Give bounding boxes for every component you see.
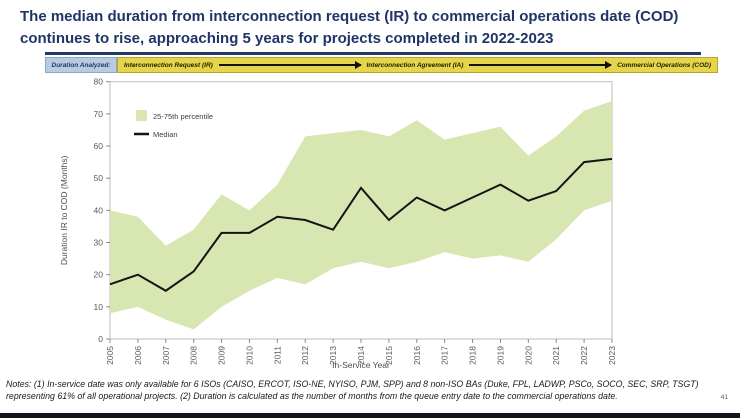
x-tick-label: 2022 — [579, 346, 589, 365]
footnotes: Notes: (1) In-service date was only avai… — [6, 379, 699, 401]
y-tick-label: 50 — [94, 173, 104, 183]
y-tick-label: 60 — [94, 141, 104, 151]
banner-stage-cod: Commercial Operations (COD) — [617, 61, 711, 69]
duration-chart: 0 10 20 30 40 50 60 70 80 2005 2006 2007 2008 2009 201… — [59, 77, 617, 370]
x-tick-label: 2007 — [161, 346, 171, 365]
y-tick-label: 80 — [94, 77, 104, 87]
slide-title: The median duration from interconnection… — [20, 8, 679, 47]
y-tick-label: 20 — [94, 270, 104, 280]
x-tick-label: 2023 — [607, 346, 617, 365]
y-tick-label: 30 — [94, 238, 104, 248]
duration-analyzed-banner: Duration Analyzed: Interconnection Reque… — [45, 57, 718, 73]
y-tick-label: 70 — [94, 109, 104, 119]
title-underline — [45, 52, 701, 55]
right-arrow-icon — [218, 61, 362, 69]
right-arrow-icon — [469, 61, 612, 69]
x-tick-label: 2013 — [328, 346, 338, 365]
x-tick-label: 2014 — [356, 346, 366, 365]
x-tick-label: 2010 — [244, 346, 254, 365]
legend-median-label: Median — [153, 130, 178, 139]
footer-bar — [0, 413, 740, 418]
x-tick-label: 2015 — [384, 346, 394, 365]
banner-label: Duration Analyzed: — [45, 57, 117, 73]
x-tick-label: 2006 — [133, 346, 143, 365]
x-tick-label: 2008 — [189, 346, 199, 365]
x-tick-label: 2018 — [468, 346, 478, 365]
y-tick-label: 0 — [98, 334, 103, 344]
x-tick-label: 2012 — [300, 346, 310, 365]
x-tick-label: 2016 — [412, 346, 422, 365]
banner-stage-ia: Interconnection Agreement (IA) — [366, 61, 464, 69]
x-tick-label: 2011 — [272, 346, 282, 365]
x-tick-label: 2009 — [217, 346, 227, 365]
y-tick-label: 40 — [94, 205, 104, 215]
x-tick-label: 2019 — [495, 346, 505, 365]
median-line — [109, 157, 613, 292]
percentile-band — [110, 100, 612, 330]
x-tick-label: 2005 — [105, 346, 115, 365]
y-axis-title: Duration IR to COD (Months) — [59, 155, 69, 265]
legend-band-swatch — [136, 110, 147, 121]
x-tick-label: 2017 — [440, 346, 450, 365]
page-number: 41 — [720, 394, 728, 401]
x-tick-label: 2020 — [523, 346, 533, 365]
banner-stage-ir: Interconnection Request (IR) — [124, 61, 213, 69]
y-tick-label: 10 — [94, 302, 104, 312]
x-tick-label: 2021 — [551, 346, 561, 365]
legend-band-label: 25-75th percentile — [153, 112, 213, 121]
banner-bar: Interconnection Request (IR) Interconnec… — [117, 57, 718, 73]
x-axis-title: In-Service Year — [332, 360, 390, 370]
